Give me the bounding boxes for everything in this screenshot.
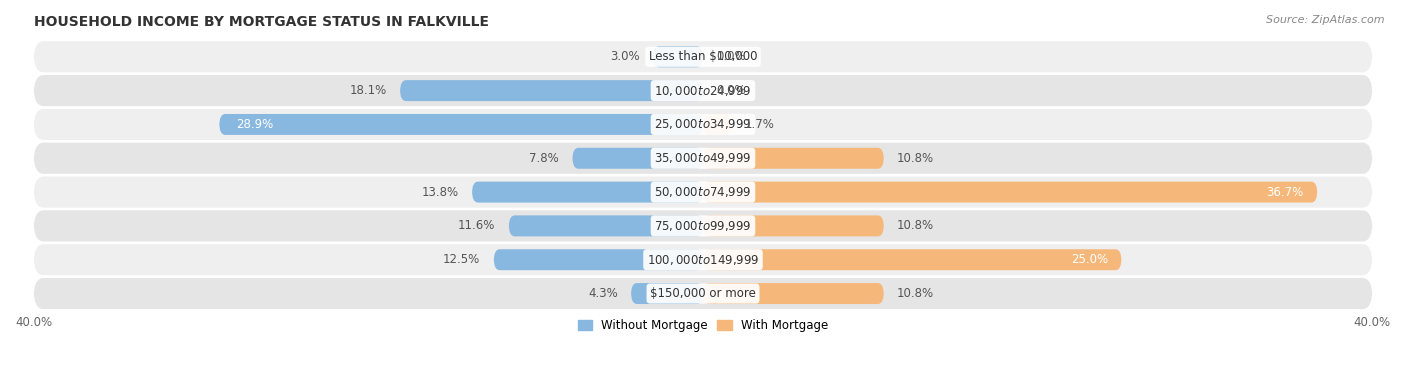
FancyBboxPatch shape (652, 46, 703, 67)
Text: $75,000 to $99,999: $75,000 to $99,999 (654, 219, 752, 233)
Text: 7.8%: 7.8% (529, 152, 560, 165)
Text: 10.8%: 10.8% (897, 287, 934, 300)
FancyBboxPatch shape (34, 75, 1372, 106)
Text: $10,000 to $24,999: $10,000 to $24,999 (654, 84, 752, 98)
FancyBboxPatch shape (703, 114, 731, 135)
FancyBboxPatch shape (703, 182, 1317, 202)
FancyBboxPatch shape (703, 283, 884, 304)
FancyBboxPatch shape (494, 249, 703, 270)
Text: 18.1%: 18.1% (350, 84, 387, 97)
Text: 10.8%: 10.8% (897, 219, 934, 232)
Text: HOUSEHOLD INCOME BY MORTGAGE STATUS IN FALKVILLE: HOUSEHOLD INCOME BY MORTGAGE STATUS IN F… (34, 15, 488, 29)
FancyBboxPatch shape (703, 249, 1122, 270)
Text: 36.7%: 36.7% (1267, 185, 1303, 199)
Legend: Without Mortgage, With Mortgage: Without Mortgage, With Mortgage (574, 314, 832, 337)
FancyBboxPatch shape (34, 41, 1372, 72)
Text: 3.0%: 3.0% (610, 50, 640, 63)
Text: 11.6%: 11.6% (458, 219, 495, 232)
Text: $150,000 or more: $150,000 or more (650, 287, 756, 300)
Text: Source: ZipAtlas.com: Source: ZipAtlas.com (1267, 15, 1385, 25)
Text: 13.8%: 13.8% (422, 185, 458, 199)
FancyBboxPatch shape (219, 114, 703, 135)
FancyBboxPatch shape (472, 182, 703, 202)
FancyBboxPatch shape (34, 176, 1372, 208)
Text: 28.9%: 28.9% (236, 118, 273, 131)
FancyBboxPatch shape (703, 148, 884, 169)
FancyBboxPatch shape (401, 80, 703, 101)
Text: 0.0%: 0.0% (717, 50, 747, 63)
FancyBboxPatch shape (631, 283, 703, 304)
Text: $50,000 to $74,999: $50,000 to $74,999 (654, 185, 752, 199)
FancyBboxPatch shape (34, 244, 1372, 275)
Text: Less than $10,000: Less than $10,000 (648, 50, 758, 63)
Text: 12.5%: 12.5% (443, 253, 481, 266)
FancyBboxPatch shape (703, 215, 884, 236)
FancyBboxPatch shape (34, 109, 1372, 140)
Text: 0.0%: 0.0% (717, 84, 747, 97)
FancyBboxPatch shape (509, 215, 703, 236)
FancyBboxPatch shape (34, 210, 1372, 241)
Text: 4.3%: 4.3% (588, 287, 617, 300)
Text: $100,000 to $149,999: $100,000 to $149,999 (647, 253, 759, 267)
FancyBboxPatch shape (34, 143, 1372, 174)
Text: 25.0%: 25.0% (1071, 253, 1108, 266)
Text: 1.7%: 1.7% (745, 118, 775, 131)
FancyBboxPatch shape (34, 278, 1372, 309)
Text: $35,000 to $49,999: $35,000 to $49,999 (654, 151, 752, 165)
Text: $25,000 to $34,999: $25,000 to $34,999 (654, 118, 752, 132)
Text: 10.8%: 10.8% (897, 152, 934, 165)
FancyBboxPatch shape (572, 148, 703, 169)
